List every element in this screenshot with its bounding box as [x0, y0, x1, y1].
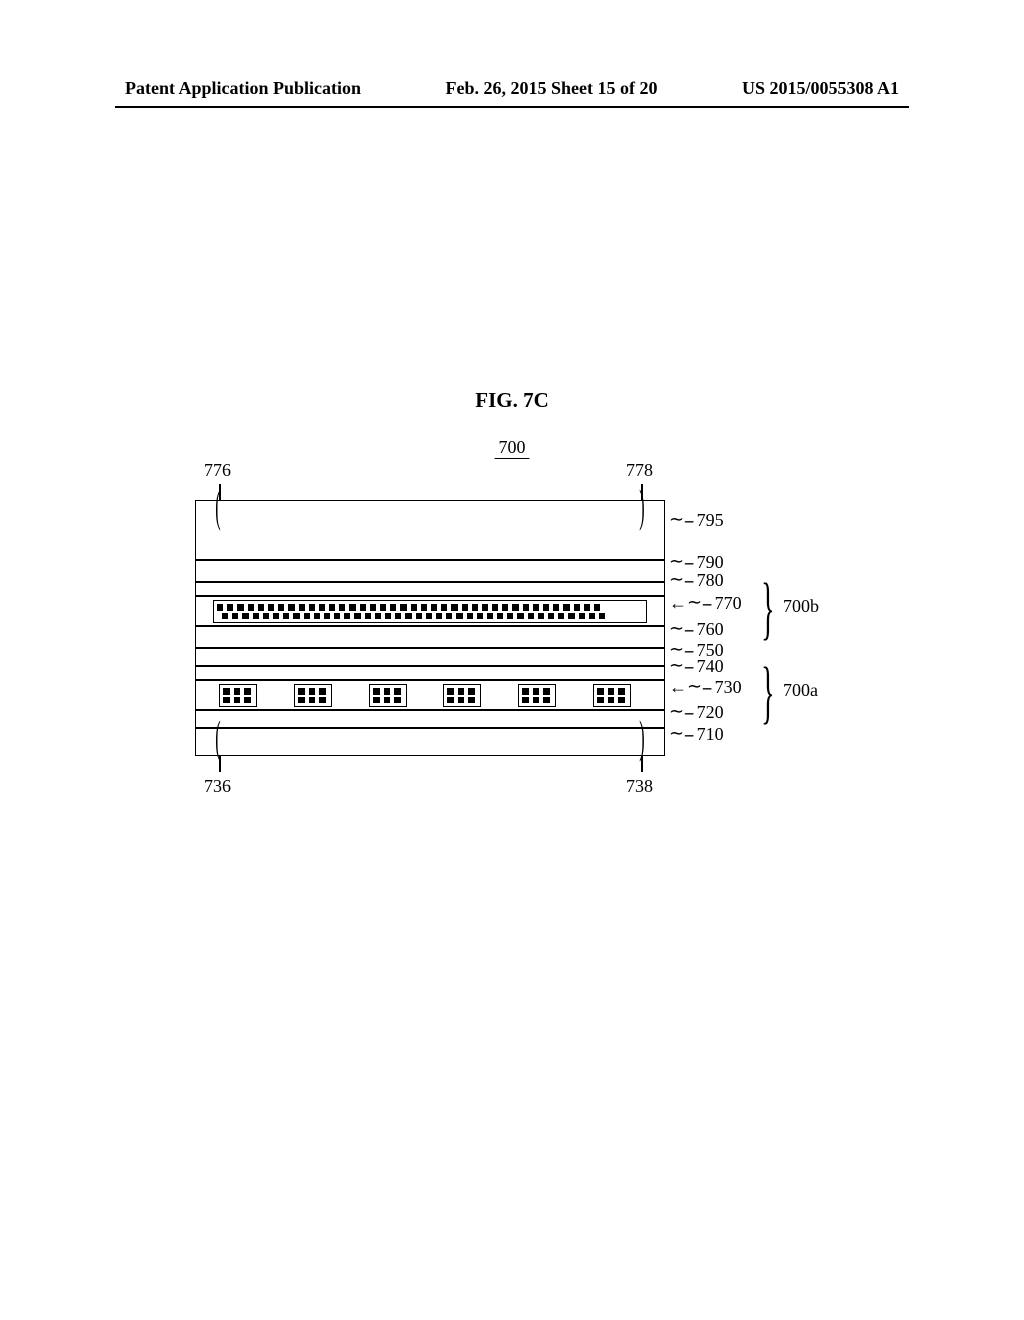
- layer-label-710: ∼-- 710: [669, 724, 724, 745]
- layer-label-740: ∼-- 740: [669, 656, 724, 677]
- brace-lower-label: 700a: [783, 680, 818, 701]
- header-left: Patent Application Publication: [125, 78, 361, 99]
- layer-730-segment: [593, 684, 631, 707]
- layer-label-760: ∼-- 760: [669, 619, 724, 640]
- layer-label-730: ←∼-- 730: [669, 677, 742, 698]
- layer-750: [195, 648, 665, 666]
- header-rule: [115, 106, 909, 108]
- brace-upper-label: 700b: [783, 596, 819, 617]
- layer-720: [195, 710, 665, 728]
- bottom-paren-left: (: [215, 715, 220, 760]
- layer-label-780: ∼-- 780: [669, 570, 724, 591]
- brace-upper: }: [761, 574, 774, 644]
- figure-main-ref: 700: [495, 437, 530, 459]
- layer-710: [195, 728, 665, 756]
- bottom-label-left: 736: [204, 776, 231, 797]
- layer-730-segment: [294, 684, 332, 707]
- header-right: US 2015/0055308 A1: [742, 78, 899, 99]
- layer-780: [195, 582, 665, 596]
- top-label-left: 776: [204, 460, 231, 481]
- top-paren-left: (: [215, 484, 220, 529]
- top-label-right: 778: [626, 460, 653, 481]
- diagram: 776(778)736(738)∼-- 795∼-- 790∼-- 780←∼-…: [195, 460, 665, 780]
- layer-795: [195, 500, 665, 560]
- layer-730-segment: [443, 684, 481, 707]
- layer-740: [195, 666, 665, 680]
- layer-730-segment: [219, 684, 257, 707]
- layer-760: [195, 626, 665, 648]
- layer-790: [195, 560, 665, 582]
- brace-lower: }: [761, 658, 774, 728]
- layer-770-fill: [213, 600, 647, 623]
- layer-label-795: ∼-- 795: [669, 510, 724, 531]
- bottom-label-right: 738: [626, 776, 653, 797]
- layer-label-770: ←∼-- 770: [669, 593, 742, 614]
- bottom-paren-right: ): [639, 715, 644, 760]
- layer-730-segment: [369, 684, 407, 707]
- layer-730-segment: [518, 684, 556, 707]
- header-mid: Feb. 26, 2015 Sheet 15 of 20: [446, 78, 658, 99]
- figure-title: FIG. 7C: [0, 388, 1024, 413]
- layer-label-720: ∼-- 720: [669, 702, 724, 723]
- page-header: Patent Application Publication Feb. 26, …: [0, 78, 1024, 99]
- top-paren-right: ): [639, 484, 644, 529]
